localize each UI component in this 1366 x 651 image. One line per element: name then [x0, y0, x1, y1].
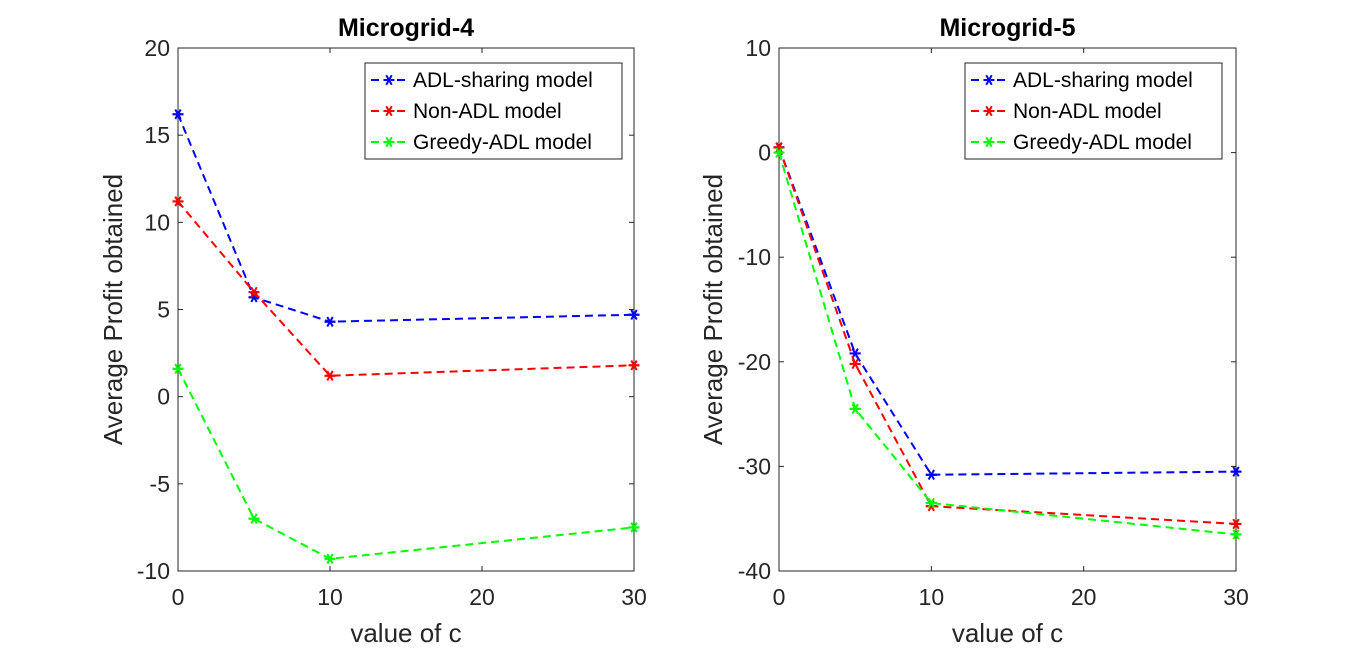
legend-label: Non-ADL model: [413, 100, 562, 123]
y-tick-label: 20: [144, 35, 170, 61]
x-axis-label: value of c: [952, 618, 1063, 648]
legend-marker: [383, 74, 395, 86]
series-3: [773, 147, 1242, 540]
data-point: [248, 286, 260, 298]
data-point: [1230, 466, 1242, 477]
x-tick-label: 20: [1071, 584, 1097, 610]
series-2: [773, 142, 1242, 530]
y-tick-label: 0: [758, 140, 771, 166]
legend-box: [964, 62, 1223, 160]
chart-2: 0 10 20 30 -40 -30 -20 -10 0 10 Microgrid-5 value o…: [698, 14, 1249, 648]
data-point: [1230, 529, 1242, 540]
series-line: [778, 147, 1237, 476]
data-point: [248, 513, 260, 524]
chart-title: Microgrid-4: [338, 14, 474, 42]
x-tick-label: 0: [773, 584, 786, 610]
series-1: [773, 142, 1242, 481]
series-line: [177, 113, 635, 323]
legend-marker: [383, 105, 395, 117]
legend-label: ADL-sharing model: [413, 69, 593, 92]
data-point: [324, 370, 336, 382]
data-point: [628, 522, 640, 533]
y-tick-label: -20: [738, 349, 771, 375]
legend-label: Greedy-ADL model: [413, 131, 592, 154]
data-point: [628, 309, 640, 320]
y-tick-label: 15: [144, 122, 170, 148]
chart-1: 0 10 20 30 -10 -5 0 5 10 15 20 Microgrid-4 value of …: [98, 14, 647, 648]
legend-label: Greedy-ADL model: [1013, 131, 1192, 154]
chart-title: Microgrid-5: [939, 14, 1075, 42]
data-point: [628, 360, 640, 371]
legend-entry: Greedy-ADL model: [371, 131, 592, 154]
legend-marker: [983, 105, 995, 117]
y-tick-label: -40: [738, 558, 771, 584]
data-point: [172, 363, 184, 375]
y-axis-label: Average Profit obtained: [98, 174, 128, 445]
data-point: [773, 147, 785, 158]
y-tick-label: -10: [738, 244, 771, 270]
series-3: [172, 363, 640, 565]
series-line: [177, 368, 635, 560]
legend-entry: Non-ADL model: [971, 100, 1162, 123]
series-line: [177, 200, 635, 377]
y-tick-label: 10: [144, 209, 170, 235]
legend-entry: Greedy-ADL model: [971, 131, 1192, 154]
data-point: [925, 469, 937, 481]
data-point: [849, 403, 861, 415]
series-line: [778, 152, 1237, 536]
legend-box: [364, 62, 623, 160]
legend: ADL-sharing model Non-ADL model Greedy-ADL…: [964, 62, 1223, 160]
data-point: [172, 196, 184, 207]
x-tick-label: 20: [469, 584, 495, 610]
data-point: [324, 553, 336, 565]
y-tick-label: -5: [150, 471, 170, 497]
data-point: [849, 358, 861, 370]
x-tick-label: 10: [919, 584, 945, 610]
data-point: [1230, 518, 1242, 530]
x-tick-label: 30: [621, 584, 647, 610]
legend: ADL-sharing model Non-ADL model Greedy-ADL…: [364, 62, 623, 160]
x-axis-label: value of c: [350, 618, 461, 648]
plot-area: [778, 47, 1237, 572]
y-tick-label: 10: [745, 35, 771, 61]
series-2: [172, 196, 640, 382]
x-tick-label: 0: [172, 584, 185, 610]
legend-label: Non-ADL model: [1013, 100, 1162, 123]
legend-marker: [383, 136, 395, 148]
x-tick-label: 30: [1223, 584, 1249, 610]
legend-entry: Non-ADL model: [371, 100, 562, 123]
data-point: [925, 497, 937, 509]
legend-label: ADL-sharing model: [1013, 69, 1193, 92]
legend-marker: [983, 136, 995, 148]
legend-entry: ADL-sharing model: [971, 69, 1193, 92]
y-tick-label: -30: [738, 453, 771, 479]
y-tick-label: 0: [157, 384, 170, 410]
x-tick-label: 10: [317, 584, 343, 610]
y-axis-label: Average Profit obtained: [698, 174, 728, 445]
data-point: [324, 316, 336, 327]
legend-entry: ADL-sharing model: [371, 69, 593, 92]
y-tick-label: -10: [137, 558, 170, 584]
y-tick-label: 5: [157, 297, 170, 323]
legend-marker: [983, 74, 995, 86]
data-point: [172, 108, 184, 120]
